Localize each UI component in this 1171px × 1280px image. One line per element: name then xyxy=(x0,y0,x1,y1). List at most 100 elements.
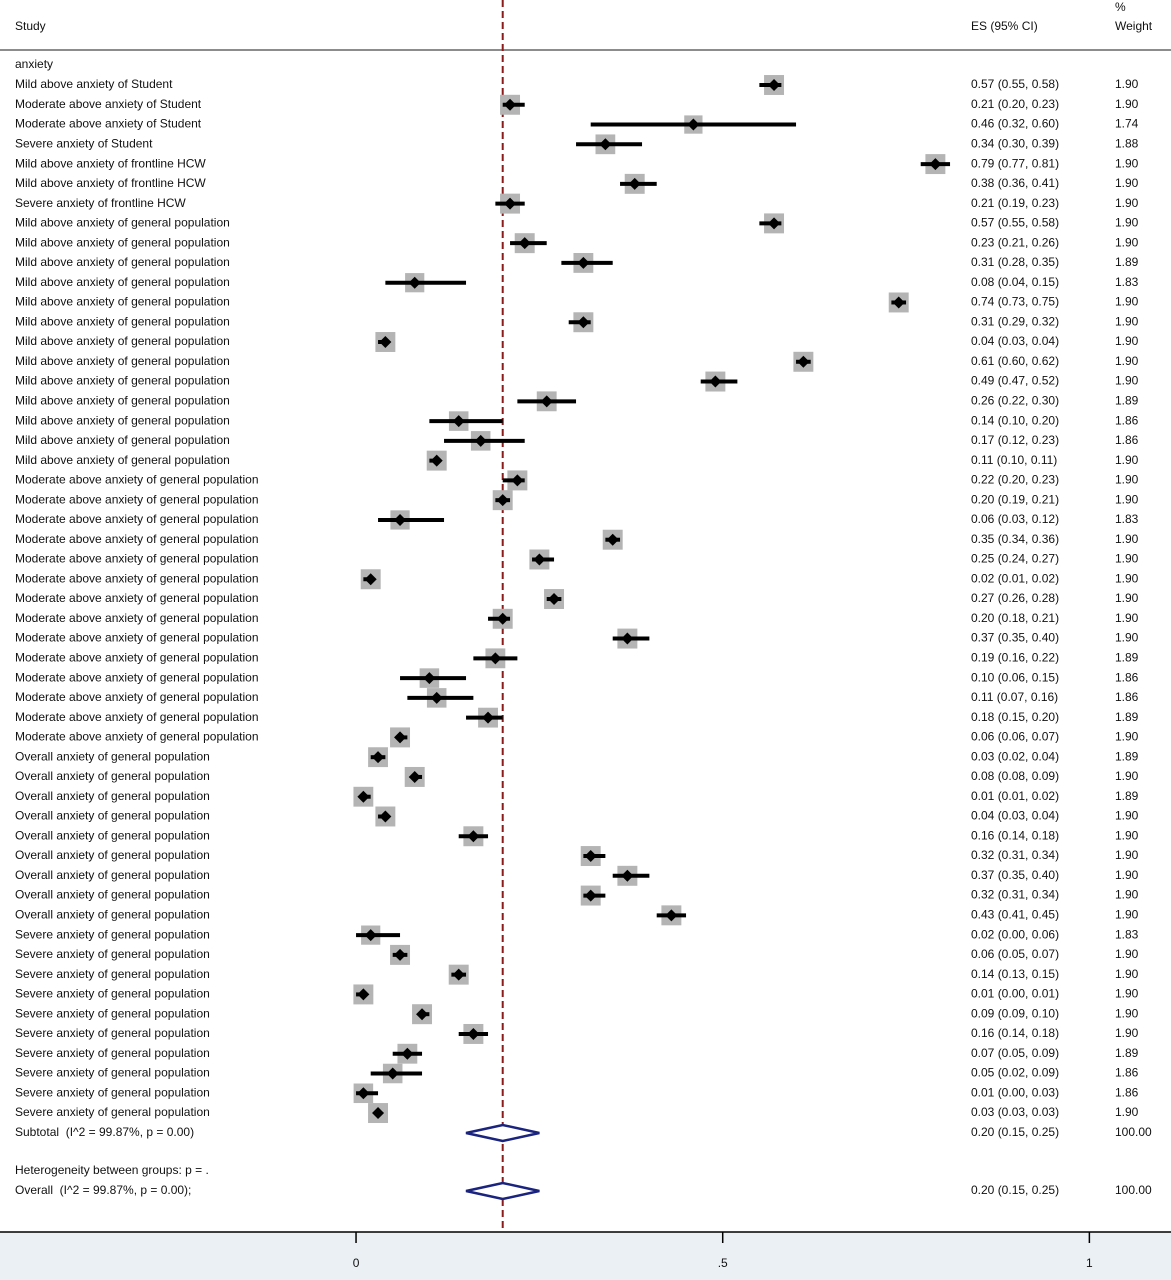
weight-label: 1.90 xyxy=(1115,1105,1139,1119)
weight-label: 1.86 xyxy=(1115,433,1139,447)
weight-label: 1.86 xyxy=(1115,1085,1139,1099)
weight-label: 1.90 xyxy=(1115,947,1139,961)
header-weight: % xyxy=(1115,0,1126,14)
study-label: Severe anxiety of frontline HCW xyxy=(15,196,186,210)
weight-label: 1.74 xyxy=(1115,117,1139,131)
es-label: 0.09 (0.09, 0.10) xyxy=(971,1006,1059,1020)
weight-label: 1.90 xyxy=(1115,888,1139,902)
point-estimate xyxy=(467,830,480,843)
point-estimate xyxy=(768,217,781,230)
point-estimate xyxy=(621,632,634,645)
es-label: 0.10 (0.06, 0.15) xyxy=(971,670,1059,684)
point-estimate xyxy=(709,375,722,388)
weight-label: 1.83 xyxy=(1115,275,1139,289)
point-estimate xyxy=(540,395,553,408)
point-estimate xyxy=(394,948,407,961)
es-label: 0.57 (0.55, 0.58) xyxy=(971,216,1059,230)
point-estimate xyxy=(408,276,421,289)
header-study: Study xyxy=(15,19,46,33)
es-label: 0.21 (0.20, 0.23) xyxy=(971,97,1059,111)
point-estimate xyxy=(408,770,421,783)
es-label: 0.11 (0.07, 0.16) xyxy=(971,690,1058,704)
overall-label: Overall (I^2 = 99.87%, p = 0.00); xyxy=(15,1183,191,1197)
point-estimate xyxy=(496,494,509,507)
es-label: 0.32 (0.31, 0.34) xyxy=(971,848,1059,862)
study-label: Moderate above anxiety of general popula… xyxy=(15,651,259,665)
es-label: 0.32 (0.31, 0.34) xyxy=(971,888,1059,902)
weight-label: 1.90 xyxy=(1115,908,1139,922)
weight-label: 1.90 xyxy=(1115,216,1139,230)
weight-label: 1.89 xyxy=(1115,651,1139,665)
point-estimate xyxy=(372,751,385,764)
point-estimate xyxy=(504,98,517,111)
study-label: Moderate above anxiety of general popula… xyxy=(15,492,259,506)
es-label: 0.03 (0.03, 0.03) xyxy=(971,1105,1059,1119)
study-label: Mild above anxiety of general population xyxy=(15,334,230,348)
es-label: 0.19 (0.16, 0.22) xyxy=(971,651,1059,665)
es-label: 0.06 (0.06, 0.07) xyxy=(971,730,1059,744)
study-label: Overall anxiety of general population xyxy=(15,749,210,763)
es-label: 0.46 (0.32, 0.60) xyxy=(971,117,1059,131)
point-estimate xyxy=(357,988,370,1001)
es-label: 0.02 (0.00, 0.06) xyxy=(971,927,1059,941)
study-label: Severe anxiety of general population xyxy=(15,987,210,1001)
es-label: 0.04 (0.03, 0.04) xyxy=(971,334,1059,348)
study-label: Overall anxiety of general population xyxy=(15,908,210,922)
point-estimate xyxy=(511,474,524,487)
study-label: Mild above anxiety of general population xyxy=(15,354,230,368)
point-estimate xyxy=(518,237,531,250)
study-label: Severe anxiety of general population xyxy=(15,1105,210,1119)
study-label: Severe anxiety of general population xyxy=(15,1046,210,1060)
point-estimate xyxy=(452,968,465,981)
study-label: Severe anxiety of general population xyxy=(15,1066,210,1080)
weight-label: 1.90 xyxy=(1115,730,1139,744)
point-estimate xyxy=(496,612,509,625)
es-label: 0.05 (0.02, 0.09) xyxy=(971,1066,1059,1080)
header-weight: Weight xyxy=(1115,19,1153,33)
point-estimate xyxy=(768,79,781,91)
point-estimate xyxy=(357,1087,370,1100)
point-estimate xyxy=(401,1047,414,1060)
weight-label: 1.89 xyxy=(1115,393,1139,407)
es-label: 0.21 (0.19, 0.23) xyxy=(971,196,1059,210)
weight-label: 1.90 xyxy=(1115,176,1139,190)
es-label: 0.07 (0.05, 0.09) xyxy=(971,1046,1059,1060)
weight-label: 1.89 xyxy=(1115,710,1139,724)
subtotal-label: Subtotal (I^2 = 99.87%, p = 0.00) xyxy=(15,1125,194,1139)
weight-label: 1.90 xyxy=(1115,196,1139,210)
es-label: 0.25 (0.24, 0.27) xyxy=(971,552,1059,566)
es-label: 0.16 (0.14, 0.18) xyxy=(971,828,1059,842)
study-label: Overall anxiety of general population xyxy=(15,809,210,823)
group-label: anxiety xyxy=(15,57,53,71)
es-label: 0.20 (0.19, 0.21) xyxy=(971,492,1059,506)
es-label: 0.06 (0.05, 0.07) xyxy=(971,947,1059,961)
overall-weight-label: 100.00 xyxy=(1115,1183,1152,1197)
weight-label: 1.90 xyxy=(1115,868,1139,882)
point-estimate xyxy=(584,850,597,863)
point-estimate xyxy=(452,415,465,428)
weight-label: 1.89 xyxy=(1115,789,1139,803)
weight-label: 1.90 xyxy=(1115,314,1139,328)
point-estimate xyxy=(892,296,905,309)
weight-label: 1.90 xyxy=(1115,492,1139,506)
weight-label: 1.90 xyxy=(1115,235,1139,249)
point-estimate xyxy=(430,454,443,467)
weight-label: 1.83 xyxy=(1115,512,1139,526)
es-label: 0.43 (0.41, 0.45) xyxy=(971,908,1059,922)
point-estimate xyxy=(489,652,502,665)
weight-label: 1.90 xyxy=(1115,631,1139,645)
es-label: 0.17 (0.12, 0.23) xyxy=(971,433,1059,447)
point-estimate xyxy=(599,138,612,151)
header-es: ES (95% CI) xyxy=(971,19,1038,33)
point-estimate xyxy=(467,1027,480,1040)
es-label: 0.35 (0.34, 0.36) xyxy=(971,532,1059,546)
study-label: Moderate above anxiety of general popula… xyxy=(15,571,259,585)
point-estimate xyxy=(628,177,641,190)
study-label: Moderate above anxiety of general popula… xyxy=(15,552,259,566)
study-label: Severe anxiety of general population xyxy=(15,967,210,981)
es-label: 0.20 (0.18, 0.21) xyxy=(971,611,1059,625)
study-label: Overall anxiety of general population xyxy=(15,828,210,842)
es-label: 0.16 (0.14, 0.18) xyxy=(971,1026,1059,1040)
es-label: 0.34 (0.30, 0.39) xyxy=(971,136,1059,150)
weight-label: 1.90 xyxy=(1115,354,1139,368)
